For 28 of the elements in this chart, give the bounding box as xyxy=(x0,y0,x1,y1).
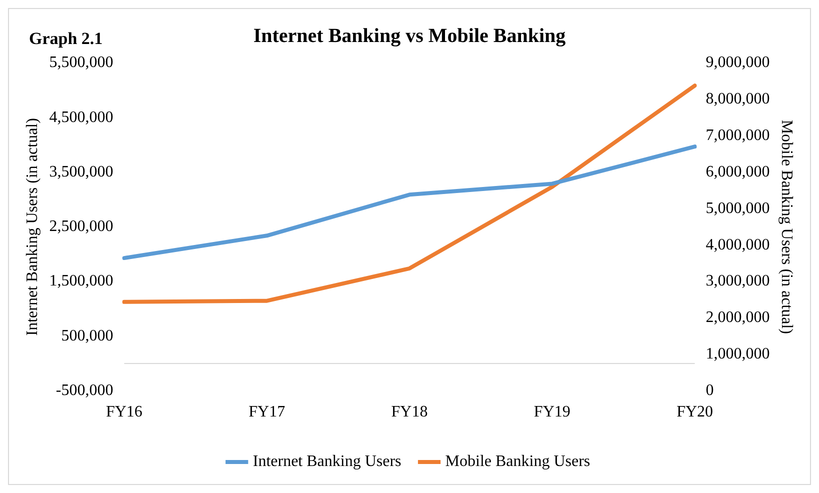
y2-tick-label: 2,000,000 xyxy=(706,309,770,326)
chart-title: Internet Banking vs Mobile Banking xyxy=(253,25,566,48)
legend-label: Internet Banking Users xyxy=(252,453,402,470)
y2-tick-label: 1,000,000 xyxy=(706,346,770,363)
x-tick-label: FY19 xyxy=(534,404,570,421)
y2-tick-label: 4,000,000 xyxy=(706,236,770,254)
x-tick-label: FY18 xyxy=(391,404,428,421)
y-tick-label: 5,500,000 xyxy=(49,54,114,72)
y-tick-label: 4,500,000 xyxy=(49,108,114,126)
y-tick-label: 500,000 xyxy=(61,327,114,344)
y2-tick-label: 6,000,000 xyxy=(706,163,770,180)
y2-tick-label: 8,000,000 xyxy=(706,90,770,108)
y-axis-title: Internet Banking Users (in actual) xyxy=(24,118,41,336)
legend-label: Mobile Banking Users xyxy=(445,453,590,470)
caption: Graph 2.1 xyxy=(29,29,103,49)
y-tick-label: 3,500,000 xyxy=(49,163,114,180)
y2-tick-label: 5,000,000 xyxy=(706,200,770,217)
x-tick-label: FY16 xyxy=(106,404,142,421)
y2-tick-label: 0 xyxy=(706,382,714,400)
y-tick-label: 2,500,000 xyxy=(49,218,114,236)
y-tick-label: 1,500,000 xyxy=(49,272,114,290)
x-tick-label: FY20 xyxy=(676,404,714,421)
y2-tick-label: 7,000,000 xyxy=(706,127,770,144)
y-tick-label: -500,000 xyxy=(56,382,114,400)
y2-axis-title: Mobile Banking Users (in actual) xyxy=(778,120,796,334)
x-tick-label: FY17 xyxy=(248,404,286,421)
y2-tick-label: 3,000,000 xyxy=(706,272,770,290)
y2-tick-label: 9,000,000 xyxy=(706,54,770,72)
